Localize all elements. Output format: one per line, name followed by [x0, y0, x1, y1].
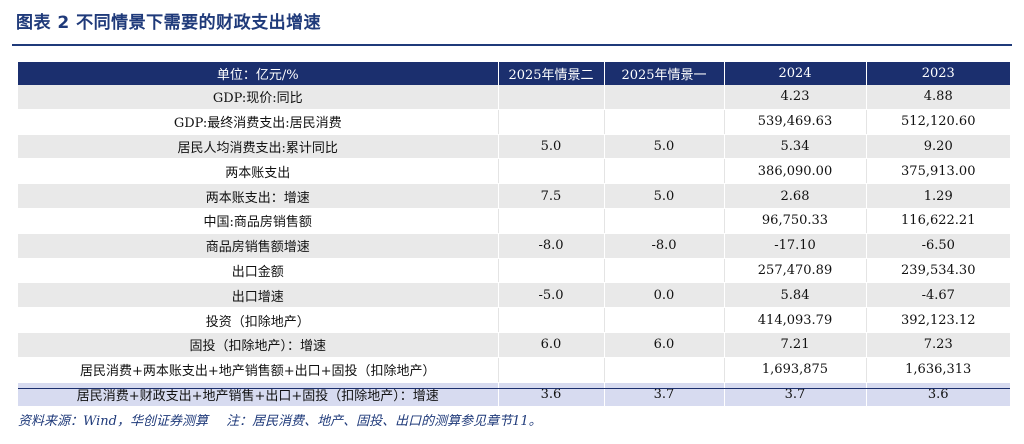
table-cell-s2: 7.5 — [498, 183, 605, 209]
table-cell-label: 出口金额 — [18, 258, 499, 284]
table-bottom-rule — [18, 388, 1010, 389]
table-cell-y2023: 1.29 — [866, 183, 1010, 209]
table-cell-y2024: 539,469.63 — [724, 109, 867, 135]
table-cell-s2: -8.0 — [498, 233, 605, 259]
table-cell-y2023: 3.6 — [866, 382, 1010, 408]
table-cell-s2 — [498, 307, 605, 333]
table-cell-label: 居民消费+两本账支出+地产销售额+出口+固投（扣除地产） — [18, 357, 499, 383]
table-cell-s1 — [604, 357, 725, 383]
table-cell-s1 — [604, 307, 725, 333]
table-cell-label: 居民人均消费支出:累计同比 — [18, 134, 499, 160]
table-header-row: 单位：亿元/% 2025年情景二 2025年情景一 2024 2023 — [18, 62, 1010, 85]
header-scenario-2: 2025年情景二 — [498, 62, 605, 85]
table-cell-s2 — [498, 85, 605, 110]
table-cell-label: GDP:最终消费支出:居民消费 — [18, 109, 499, 135]
source-note: 资料来源：Wind，华创证券测算 注：居民消费、地产、固投、出口的测算参见章节1… — [18, 410, 542, 429]
table-cell-y2024: 257,470.89 — [724, 258, 867, 284]
table-cell-s1 — [604, 85, 725, 110]
source-text: 资料来源：Wind，华创证券测算 — [18, 414, 208, 429]
table-cell-s1: 5.0 — [604, 183, 725, 209]
header-unit: 单位：亿元/% — [18, 62, 499, 85]
table-cell-y2024: 2.68 — [724, 183, 867, 209]
header-scenario-1: 2025年情景一 — [604, 62, 725, 85]
table-cell-s1: 3.7 — [604, 382, 725, 408]
table-cell-y2024: -17.10 — [724, 233, 867, 259]
table-cell-s2 — [498, 208, 605, 234]
table-row: 出口金额 257,470.89 239,534.30 — [18, 258, 1010, 284]
table-row: 居民消费+两本账支出+地产销售额+出口+固投（扣除地产） 1,693,875 1,6… — [18, 357, 1010, 383]
table-cell-y2024: 386,090.00 — [724, 158, 867, 185]
table-cell-y2024: 414,093.79 — [724, 307, 867, 333]
table-cell-y2023: 116,622.21 — [866, 208, 1010, 234]
table-row: 固投（扣除地产）：增速 6.0 6.0 7.21 7.23 — [18, 332, 1010, 358]
table-row: 出口增速 -5.0 0.0 5.84 -4.67 — [18, 282, 1010, 309]
table-cell-y2023: -6.50 — [866, 233, 1010, 259]
table-cell-y2023: 9.20 — [866, 134, 1010, 160]
table-cell-s2: 6.0 — [498, 332, 605, 358]
table-cell-y2024: 5.84 — [724, 282, 867, 309]
table-row: 两本账支出：增速 7.5 5.0 2.68 1.29 — [18, 183, 1010, 209]
table-cell-label: 居民消费+财政支出+地产销售+出口+固投（扣除地产）：增速 — [18, 382, 499, 408]
table-cell-s2: 3.6 — [498, 382, 605, 408]
table-row: 两本账支出 386,090.00 375,913.00 — [18, 158, 1010, 185]
table-cell-y2024: 5.34 — [724, 134, 867, 160]
table-cell-label: GDP:现价:同比 — [18, 85, 499, 110]
header-2024: 2024 — [724, 62, 867, 85]
header-2023: 2023 — [866, 62, 1010, 85]
table-row: 居民消费+财政支出+地产销售+出口+固投（扣除地产）：增速 3.6 3.7 3.7 3.… — [18, 382, 1010, 408]
table-body: GDP:现价:同比 4.23 4.88 GDP:最终消费支出:居民消费 539,469.… — [18, 85, 1010, 408]
table-cell-label: 两本账支出 — [18, 158, 499, 185]
table-cell-y2023: 239,534.30 — [866, 258, 1010, 284]
table-cell-s2: -5.0 — [498, 282, 605, 309]
table-cell-s1 — [604, 208, 725, 234]
table-row: 居民人均消费支出:累计同比 5.0 5.0 5.34 9.20 — [18, 134, 1010, 160]
table-cell-label: 固投（扣除地产）：增速 — [18, 332, 499, 358]
table-cell-s2: 5.0 — [498, 134, 605, 160]
table-cell-s1 — [604, 158, 725, 185]
remark-text: 注：居民消费、地产、固投、出口的测算参见章节11。 — [226, 414, 542, 429]
table-cell-y2023: 392,123.12 — [866, 307, 1010, 333]
table-cell-y2023: 1,636,313 — [866, 357, 1010, 383]
table-cell-y2023: -4.67 — [866, 282, 1010, 309]
title-divider — [12, 44, 1012, 46]
table-cell-y2024: 96,750.33 — [724, 208, 867, 234]
table-cell-label: 中国:商品房销售额 — [18, 208, 499, 234]
table-cell-s2 — [498, 109, 605, 135]
table-cell-label: 出口增速 — [18, 282, 499, 309]
table-cell-label: 投资（扣除地产） — [18, 307, 499, 333]
table-cell-y2024: 1,693,875 — [724, 357, 867, 383]
table-cell-s2 — [498, 258, 605, 284]
table-cell-s1: -8.0 — [604, 233, 725, 259]
table-cell-s1: 0.0 — [604, 282, 725, 309]
table-row: 中国:商品房销售额 96,750.33 116,622.21 — [18, 208, 1010, 234]
table-cell-y2024: 4.23 — [724, 85, 867, 110]
table-cell-s1: 6.0 — [604, 332, 725, 358]
table-row: 投资（扣除地产） 414,093.79 392,123.12 — [18, 307, 1010, 333]
table-row: 商品房销售额增速 -8.0 -8.0 -17.10 -6.50 — [18, 233, 1010, 259]
table-cell-label: 商品房销售额增速 — [18, 233, 499, 259]
table-cell-s1: 5.0 — [604, 134, 725, 160]
table-cell-y2023: 4.88 — [866, 85, 1010, 110]
table-cell-label: 两本账支出：增速 — [18, 183, 499, 209]
fiscal-scenario-table: 单位：亿元/% 2025年情景二 2025年情景一 2024 2023 GDP:… — [18, 62, 1010, 408]
table-cell-y2024: 7.21 — [724, 332, 867, 358]
table-row: GDP:最终消费支出:居民消费 539,469.63 512,120.60 — [18, 109, 1010, 135]
table-cell-y2023: 375,913.00 — [866, 158, 1010, 185]
table-cell-y2023: 512,120.60 — [866, 109, 1010, 135]
table-cell-s1 — [604, 109, 725, 135]
figure-title: 图表 2 不同情景下需要的财政支出增速 — [16, 13, 322, 33]
table-cell-y2024: 3.7 — [724, 382, 867, 408]
table-cell-s1 — [604, 258, 725, 284]
table-cell-s2 — [498, 158, 605, 185]
table-row: GDP:现价:同比 4.23 4.88 — [18, 85, 1010, 110]
table-cell-y2023: 7.23 — [866, 332, 1010, 358]
table-cell-s2 — [498, 357, 605, 383]
